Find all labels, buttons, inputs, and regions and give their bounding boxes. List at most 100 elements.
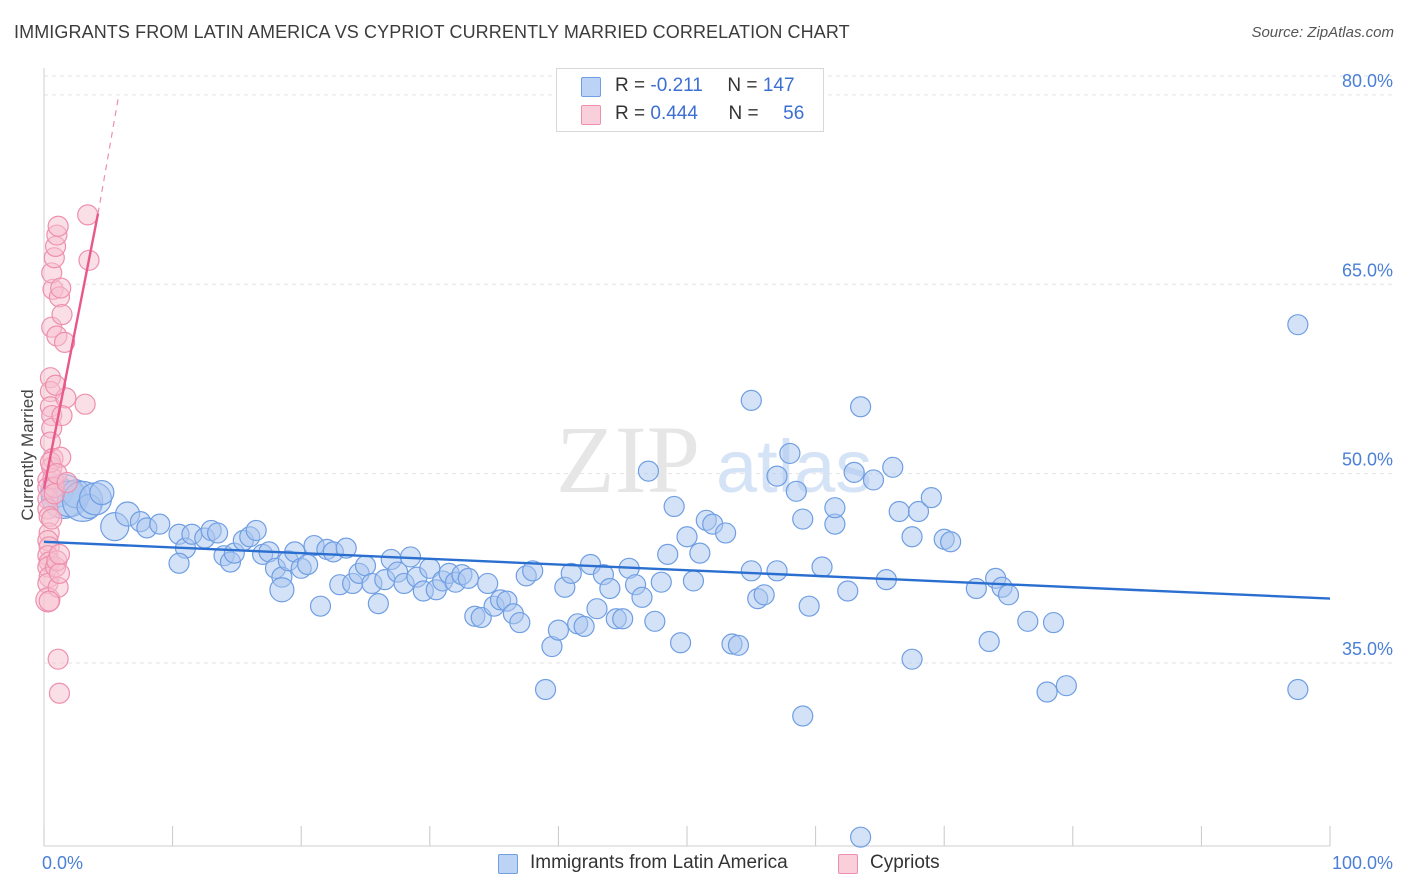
- legend-swatch-latin-america: [581, 77, 601, 97]
- point-latin-america: [740, 389, 762, 412]
- point-latin-america: [477, 572, 499, 595]
- correlation-legend: R = -0.211 N = 147 R = 0.444 N = 56: [556, 68, 824, 132]
- point-latin-america: [1287, 678, 1309, 701]
- point-latin-america: [901, 648, 923, 670]
- point-latin-america: [599, 577, 621, 600]
- points-layer: [35, 204, 1309, 848]
- point-cypriots: [56, 471, 78, 494]
- watermark: ZIP atlas: [556, 406, 872, 513]
- point-cypriots: [44, 374, 67, 396]
- legend-n-label: N =: [727, 75, 758, 96]
- point-latin-america: [657, 543, 679, 566]
- point-cypriots: [50, 277, 72, 299]
- legend-r-label: R =: [615, 103, 646, 124]
- axis-layer: 35.0% 50.0% 65.0% 80.0% 0.0% 100.0%: [42, 68, 1393, 873]
- point-latin-america: [1036, 681, 1058, 703]
- bottom-legend-label: Immigrants from Latin America: [530, 852, 788, 873]
- point-latin-america: [779, 442, 801, 465]
- point-cypriots: [53, 331, 76, 353]
- point-cypriots: [51, 404, 73, 427]
- point-latin-america: [682, 570, 705, 592]
- point-latin-america: [269, 577, 295, 603]
- source-label: Source: ZipAtlas.com: [1251, 24, 1394, 41]
- legend-n-label: N =: [728, 103, 759, 124]
- point-latin-america: [888, 500, 910, 523]
- point-latin-america: [740, 560, 762, 582]
- point-latin-america: [509, 611, 531, 634]
- point-latin-america: [811, 556, 833, 578]
- point-cypriots: [47, 648, 69, 670]
- point-latin-america: [766, 560, 788, 582]
- point-latin-america: [522, 560, 544, 582]
- point-latin-america: [547, 619, 570, 641]
- point-latin-america: [792, 508, 814, 530]
- legend-r-value: -0.211: [650, 75, 703, 96]
- point-cypriots: [47, 215, 69, 237]
- y-tick-label: 80.0%: [1342, 71, 1393, 91]
- point-latin-america: [1287, 314, 1309, 336]
- chart-title: IMMIGRANTS FROM LATIN AMERICA VS CYPRIOT…: [14, 22, 850, 42]
- point-latin-america: [785, 480, 807, 502]
- trend-line-cypriots: [42, 213, 100, 490]
- point-latin-america: [920, 487, 942, 509]
- point-latin-america: [560, 562, 582, 584]
- point-latin-america: [644, 610, 666, 632]
- point-latin-america: [207, 522, 229, 544]
- point-latin-america: [850, 396, 872, 418]
- point-latin-america: [367, 593, 389, 615]
- legend-n-value: 56: [783, 103, 805, 124]
- watermark-zip: ZIP: [556, 406, 700, 513]
- point-latin-america: [850, 826, 872, 848]
- bottom-legend-swatch-cypriots: [838, 854, 858, 874]
- point-latin-america: [637, 460, 660, 482]
- point-latin-america: [354, 555, 377, 577]
- point-latin-america: [843, 461, 865, 483]
- y-tick-label: 65.0%: [1342, 260, 1393, 280]
- point-latin-america: [766, 465, 788, 487]
- point-latin-america: [457, 567, 479, 589]
- point-latin-america: [1055, 675, 1077, 697]
- legend-n-value: 147: [762, 75, 795, 96]
- point-cypriots: [48, 682, 71, 704]
- point-latin-america: [1042, 611, 1065, 634]
- point-latin-america: [89, 479, 115, 506]
- point-latin-america: [669, 632, 692, 654]
- x-tick-label: 100.0%: [1332, 853, 1393, 873]
- y-axis-label: Currently Married: [18, 389, 37, 520]
- point-latin-america: [792, 705, 814, 727]
- point-latin-america: [245, 519, 267, 542]
- point-cypriots: [38, 590, 60, 612]
- point-cypriots: [48, 562, 71, 584]
- point-latin-america: [714, 522, 737, 544]
- legend-swatch-cypriots: [581, 105, 601, 125]
- point-latin-america: [612, 608, 634, 630]
- bottom-legend-swatch-latin-america: [498, 854, 518, 874]
- x-tick-label: 0.0%: [42, 853, 83, 873]
- y-tick-label: 50.0%: [1342, 450, 1393, 470]
- point-latin-america: [168, 552, 190, 574]
- point-cypriots: [51, 303, 73, 326]
- trend-layer: [42, 96, 1331, 600]
- point-latin-america: [753, 584, 775, 606]
- point-cypriots: [41, 508, 63, 530]
- point-latin-america: [978, 630, 1000, 653]
- point-latin-america: [663, 495, 685, 518]
- point-latin-america: [149, 513, 171, 535]
- legend-r-label: R =: [615, 75, 646, 96]
- point-latin-america: [586, 598, 608, 620]
- point-cypriots: [77, 204, 99, 226]
- y-tick-label: 35.0%: [1342, 639, 1393, 659]
- point-cypriots: [74, 393, 96, 415]
- point-cypriots: [48, 543, 71, 566]
- point-latin-america: [297, 553, 319, 576]
- point-latin-america: [997, 584, 1020, 606]
- point-latin-america: [689, 542, 711, 564]
- point-latin-america: [824, 497, 846, 519]
- point-latin-america: [798, 595, 820, 617]
- point-latin-america: [1017, 610, 1039, 632]
- point-latin-america: [940, 531, 962, 553]
- point-latin-america: [727, 634, 750, 656]
- point-latin-america: [676, 526, 698, 548]
- point-latin-america: [573, 615, 595, 637]
